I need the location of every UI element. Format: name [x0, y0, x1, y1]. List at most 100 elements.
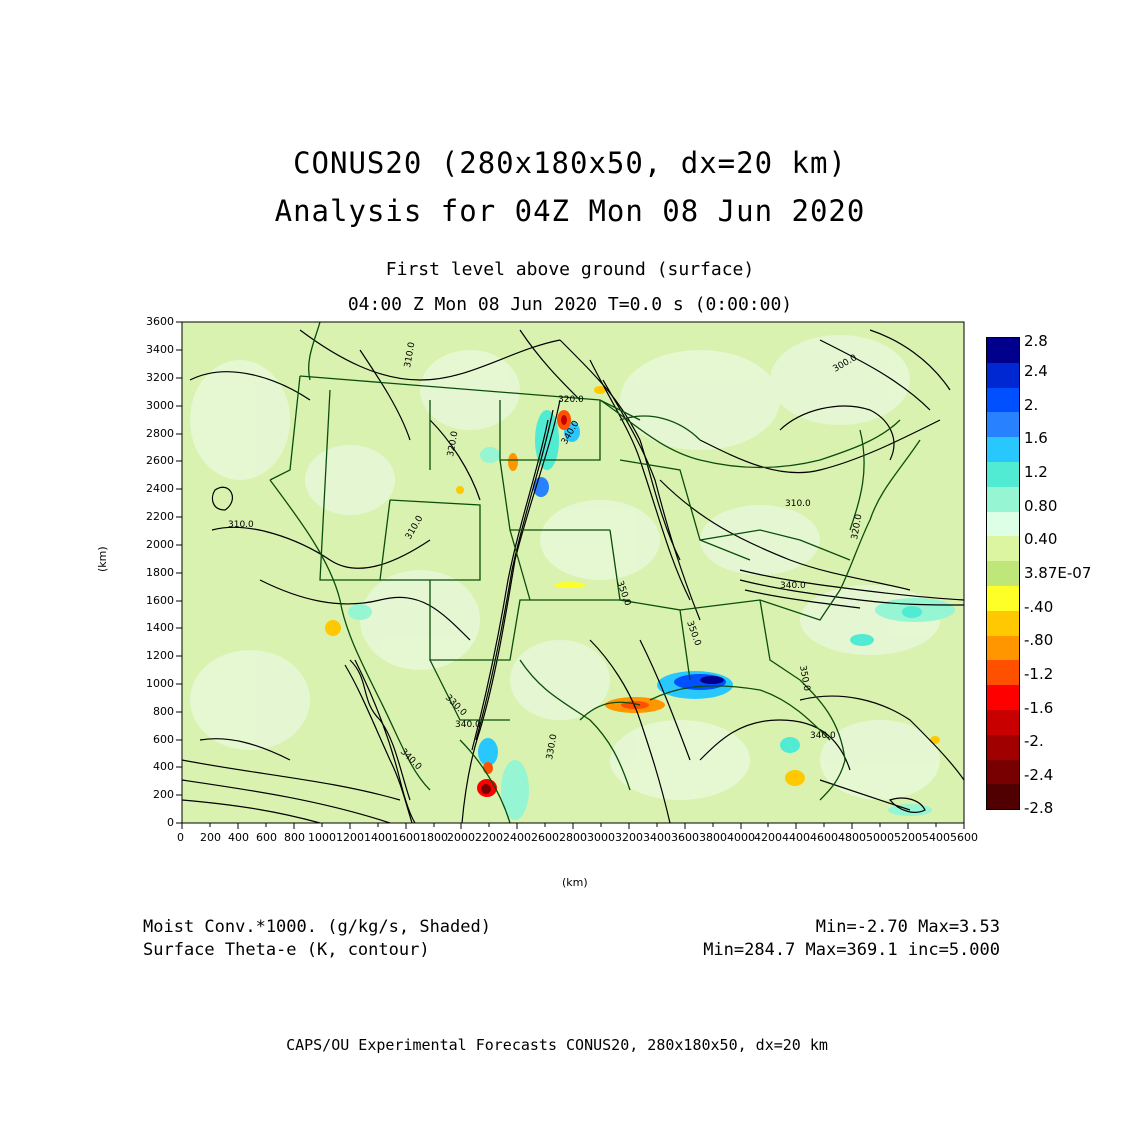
level-subtitle: First level above ground (surface) [385, 259, 755, 280]
colorbar-label: 0.80 [1024, 497, 1058, 515]
x-tick-label: 3400 [643, 831, 671, 844]
colorbar-label: -.80 [1024, 631, 1054, 649]
colorbar-swatch [987, 362, 1019, 388]
colorbar-swatch [987, 610, 1019, 636]
x-tick-label: 2800 [559, 831, 587, 844]
x-tick-label: 1200 [336, 831, 364, 844]
theta-e-contours [182, 329, 964, 823]
contour-range: Min=284.7 Max=369.1 inc=5.000 [703, 940, 1000, 960]
contour-label: 340.0 [780, 581, 806, 591]
y-tick-label: 400 [153, 760, 174, 773]
y-tick-label: 2000 [146, 538, 174, 551]
contour-label: 350.0 [797, 665, 811, 692]
y-tick-label: 600 [153, 733, 174, 746]
contour-label: 320.0 [446, 430, 460, 457]
y-tick-label: 200 [153, 788, 174, 801]
x-tick-label: 5000 [866, 831, 894, 844]
footer-credit: CAPS/OU Experimental Forecasts CONUS20, … [286, 1036, 828, 1054]
y-tick-label: 2600 [146, 454, 174, 467]
y-tick-label: 2800 [146, 427, 174, 440]
y-tick-label: 3000 [146, 399, 174, 412]
contour-label: 320.0 [558, 395, 584, 405]
x-tick-label: 5600 [950, 831, 978, 844]
contour-label: 340.0 [810, 731, 836, 741]
x-tick-label: 600 [256, 831, 277, 844]
y-tick-label: 2400 [146, 482, 174, 495]
shaded-range: Min=-2.70 Max=3.53 [815, 917, 1000, 937]
colorbar-label: 2.4 [1024, 362, 1048, 380]
colorbar-label: -2.4 [1024, 766, 1054, 784]
colorbar-label: 2.8 [1024, 332, 1048, 350]
time-subtitle: 04:00 Z Mon 08 Jun 2020 T=0.0 s (0:00:00… [347, 294, 793, 315]
colorbar-swatch [987, 784, 1019, 810]
y-tick-label: 3200 [146, 371, 174, 384]
y-tick-label: 1200 [146, 649, 174, 662]
x-tick-label: 3000 [587, 831, 615, 844]
colorbar-swatch [987, 338, 1019, 363]
x-tick-label: 1600 [392, 831, 420, 844]
y-tick-label: 3600 [146, 315, 174, 328]
x-tick-label: 1000 [308, 831, 336, 844]
colorbar-label: 2. [1024, 396, 1039, 414]
y-tick-label: 2200 [146, 510, 174, 523]
colorbar-label: -1.6 [1024, 699, 1054, 717]
colorbar-swatch [987, 536, 1019, 562]
map-field [182, 322, 964, 823]
x-tick-label: 1800 [420, 831, 448, 844]
x-tick-label: 0 [177, 831, 184, 844]
colorbar-label: 0.40 [1024, 530, 1058, 548]
x-tick-label: 2200 [475, 831, 503, 844]
colorbar-label: 3.87E-07 [1024, 564, 1092, 582]
colorbar-swatch [987, 412, 1019, 438]
colorbar-swatch [987, 759, 1019, 785]
axis-ticks [176, 321, 965, 829]
colorbar-swatch [987, 685, 1019, 710]
x-tick-label: 5200 [894, 831, 922, 844]
contour-label: 340.0 [455, 720, 481, 730]
contour-label: 310.0 [403, 341, 417, 368]
colorbar-label: -2. [1024, 732, 1044, 750]
colorbar-swatch [987, 585, 1019, 611]
contour-label: 330.0 [545, 733, 559, 760]
x-tick-label: 800 [284, 831, 305, 844]
colorbar-swatch [987, 387, 1019, 413]
x-tick-label: 3800 [699, 831, 727, 844]
x-tick-label: 4000 [727, 831, 755, 844]
x-tick-label: 4800 [838, 831, 866, 844]
y-tick-label: 1800 [146, 566, 174, 579]
x-tick-label: 4600 [810, 831, 838, 844]
colorbar-label: -2.8 [1024, 799, 1054, 817]
map-title-line2: Analysis for 04Z Mon 08 Jun 2020 [274, 194, 866, 228]
x-tick-label: 3200 [615, 831, 643, 844]
contour-label: 310.0 [228, 520, 254, 530]
y-tick-label: 1000 [146, 677, 174, 690]
colorbar-swatch [987, 461, 1019, 487]
y-tick-label: 1600 [146, 594, 174, 607]
x-tick-label: 4200 [754, 831, 782, 844]
contour-label: 320.0 [850, 513, 864, 540]
contour-field-label: Surface Theta-e (K, contour) [143, 940, 430, 960]
colorbar-swatch [987, 511, 1019, 537]
colorbar-swatch [987, 635, 1019, 661]
shaded-field-label: Moist Conv.*1000. (g/kg/s, Shaded) [143, 917, 491, 937]
x-tick-label: 400 [228, 831, 249, 844]
y-tick-label: 800 [153, 705, 174, 718]
colorbar-swatch [987, 486, 1019, 512]
x-axis-label: (km) [562, 876, 588, 889]
y-tick-label: 0 [167, 816, 174, 829]
x-tick-label: 2400 [503, 831, 531, 844]
x-tick-label: 2600 [531, 831, 559, 844]
colorbar-label: 1.2 [1024, 463, 1048, 481]
colorbar-label: -1.2 [1024, 665, 1054, 683]
map-title-line1: CONUS20 (280x180x50, dx=20 km) [293, 146, 847, 180]
x-tick-label: 5400 [922, 831, 950, 844]
x-tick-label: 4400 [782, 831, 810, 844]
y-tick-label: 3400 [146, 343, 174, 356]
colorbar-label: -.40 [1024, 598, 1054, 616]
x-tick-label: 1400 [364, 831, 392, 844]
near-zero-patches [190, 335, 940, 800]
divergence-cells [325, 386, 940, 797]
y-tick-label: 1400 [146, 621, 174, 634]
contour-label: 310.0 [785, 499, 811, 509]
